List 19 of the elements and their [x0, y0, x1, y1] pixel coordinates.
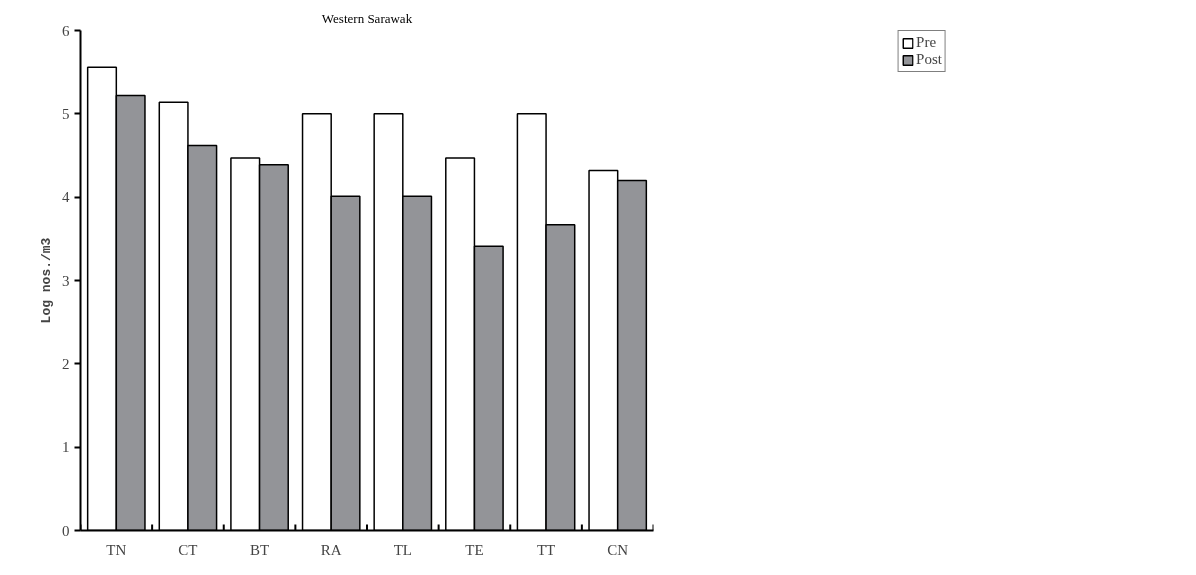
y-tick-label: 2 [62, 355, 70, 372]
y-tick-label: 4 [62, 189, 70, 206]
y-tick-label: 5 [62, 105, 70, 122]
x-tick-label: BT [249, 541, 270, 558]
x-tick-label: TL [393, 541, 412, 558]
x-tick-label: RA [320, 541, 342, 558]
y-tick-label: 0 [62, 522, 70, 539]
legend-label: Post [916, 51, 942, 68]
y-tick-label: 3 [62, 272, 70, 289]
chart-title: Western Sarawak [321, 10, 413, 26]
y-axis-title: Log nos./m3 [39, 237, 54, 324]
legend-label: Pre [916, 34, 937, 51]
x-tick-label: TT [536, 541, 556, 558]
y-tick-label: 1 [62, 439, 70, 456]
y-tick-label: 6 [62, 22, 70, 39]
x-tick-label: CN [607, 541, 629, 558]
x-tick-label: TN [106, 541, 127, 558]
x-tick-label: CT [178, 541, 198, 558]
x-tick-label: TE [465, 541, 484, 558]
